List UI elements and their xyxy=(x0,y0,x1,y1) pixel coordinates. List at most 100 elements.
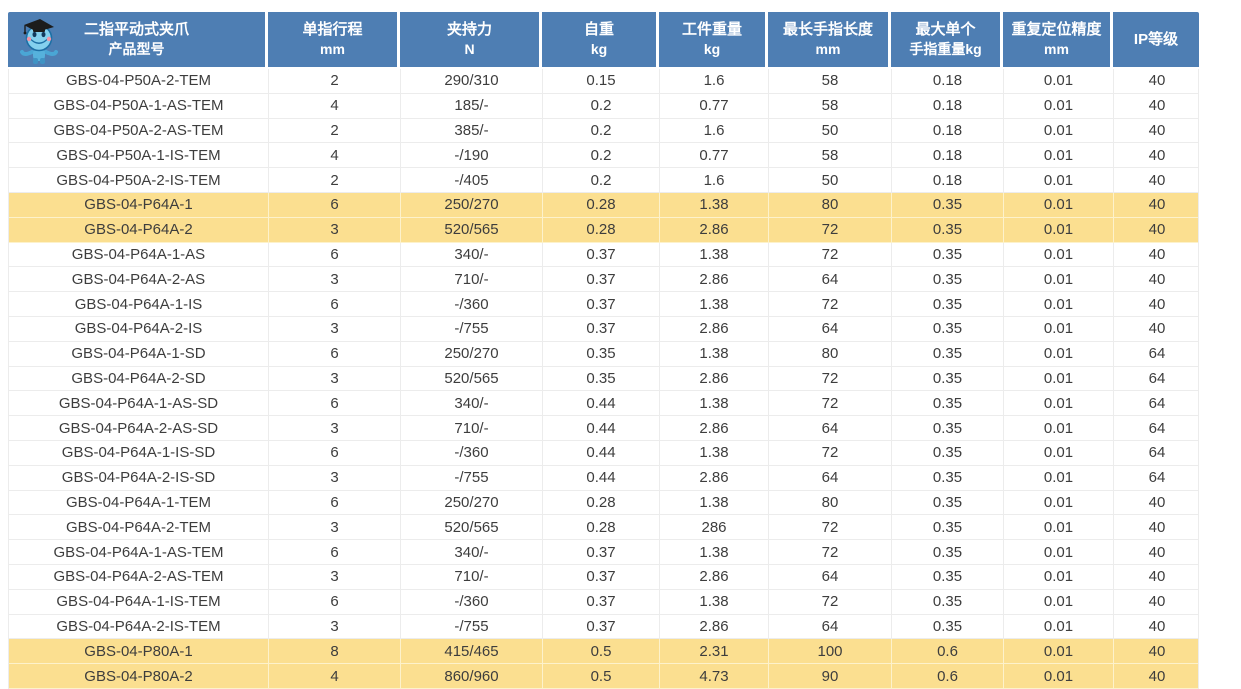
cell-max_finger_len_mm: 58 xyxy=(769,143,892,168)
table-row: GBS-04-P64A-1 6 250/270 0.28 1.38 80 0.35 0.01 4… xyxy=(9,192,1198,218)
cell-max_finger_weight_kg: 0.35 xyxy=(892,614,1004,639)
table-header-row: 二指平动式夹爪 产品型号 单指行程 mm 夹持力 N 自重 kg 工件重量 kg… xyxy=(8,12,1199,67)
cell-ip_rating: 40 xyxy=(1148,245,1166,263)
cell-self_weight_kg: 0.35 xyxy=(543,341,660,366)
cell-grip_force_N: -/190 xyxy=(401,143,543,168)
table-row: GBS-04-P50A-2-IS-TEM 2 -/405 0.2 1.6 50 0.18 0.… xyxy=(9,168,1198,193)
cell-grip_force_N: 520/565 xyxy=(401,217,543,242)
column-header-repeat-accuracy: 重复定位精度 mm xyxy=(1003,12,1113,67)
cell-self_weight_kg: 0.28 xyxy=(543,515,660,540)
cell-max_finger_weight_kg: 0.35 xyxy=(892,589,1004,614)
cell-grip_force_N: 250/270 xyxy=(401,490,543,515)
cell-grip_force_N: 385/- xyxy=(401,118,543,143)
cell-max_finger_weight_kg: 0.35 xyxy=(892,267,1004,292)
table-row: GBS-04-P64A-2-SD 3 520/565 0.35 2.86 72 0.35 0.… xyxy=(9,366,1198,392)
cell-ip_rating: 40 xyxy=(1148,320,1166,338)
cell-repeat_accuracy_mm: 0.01 xyxy=(1004,465,1114,490)
cell-self_weight_kg: 0.37 xyxy=(543,589,660,614)
cell-workpiece_kg: 1.38 xyxy=(660,540,769,564)
cell-ip_rating: 40 xyxy=(1148,221,1166,239)
table-row: GBS-04-P64A-2-AS-SD 3 710/- 0.44 2.86 64 0.35 0… xyxy=(9,416,1198,441)
cell-max_finger_weight_kg: 0.18 xyxy=(892,69,1004,93)
cell-stroke_mm: 6 xyxy=(269,589,401,614)
cell-max_finger_weight_kg: 0.6 xyxy=(892,664,1004,688)
cell-self_weight_kg: 0.37 xyxy=(543,564,660,589)
cell-stroke_mm: 3 xyxy=(269,416,401,440)
table-row: GBS-04-P50A-1-IS-TEM 4 -/190 0.2 0.77 58 0.18 0… xyxy=(9,143,1198,169)
cell-grip_force_N: 340/- xyxy=(401,540,543,564)
cell-workpiece_kg: 2.86 xyxy=(660,366,769,391)
cell-ip_rating: 40 xyxy=(1148,121,1166,139)
cell-ip_rating: 40 xyxy=(1148,97,1166,115)
cell-model: GBS-04-P64A-1 xyxy=(9,192,269,217)
column-header-max-finger-length: 最长手指长度 mm xyxy=(768,12,891,67)
cell-ip_rating: 64 xyxy=(1148,444,1166,462)
cell-stroke_mm: 3 xyxy=(269,267,401,292)
header-line2: 产品型号 xyxy=(108,41,165,58)
cell-model: GBS-04-P50A-2-IS-TEM xyxy=(9,168,269,192)
cell-max_finger_len_mm: 50 xyxy=(769,118,892,143)
cell-stroke_mm: 6 xyxy=(269,440,401,465)
cell-max_finger_len_mm: 72 xyxy=(769,589,892,614)
cell-ip_rating: 40 xyxy=(1148,295,1166,313)
table-row: GBS-04-P64A-2-AS 3 710/- 0.37 2.86 64 0.35 0.01… xyxy=(9,267,1198,293)
cell-stroke_mm: 3 xyxy=(269,366,401,391)
table-row: GBS-04-P64A-1-AS-TEM 6 340/- 0.37 1.38 72 0.35… xyxy=(9,540,1198,565)
table-row: GBS-04-P64A-2-IS 3 -/755 0.37 2.86 64 0.35 0.01… xyxy=(9,316,1198,342)
cell-max_finger_weight_kg: 0.18 xyxy=(892,168,1004,192)
cell-stroke_mm: 2 xyxy=(269,118,401,143)
cell-max_finger_len_mm: 80 xyxy=(769,490,892,515)
cell-workpiece_kg: 1.6 xyxy=(660,69,769,93)
cell-max_finger_len_mm: 64 xyxy=(769,267,892,292)
cell-repeat_accuracy_mm: 0.01 xyxy=(1004,589,1114,614)
cell-self_weight_kg: 0.5 xyxy=(543,664,660,688)
cell-max_finger_weight_kg: 0.6 xyxy=(892,639,1004,664)
cell-workpiece_kg: 2.86 xyxy=(660,217,769,242)
cell-ip_rating: 64 xyxy=(1148,394,1166,412)
cell-grip_force_N: 415/465 xyxy=(401,639,543,664)
cell-repeat_accuracy_mm: 0.01 xyxy=(1004,639,1114,664)
cell-repeat_accuracy_mm: 0.01 xyxy=(1004,93,1114,118)
cell-max_finger_len_mm: 64 xyxy=(769,465,892,490)
column-header-grip-force: 夹持力 N xyxy=(400,12,542,67)
column-header-workpiece-weight: 工件重量 kg xyxy=(659,12,768,67)
cell-max_finger_len_mm: 64 xyxy=(769,416,892,440)
cell-workpiece_kg: 1.38 xyxy=(660,192,769,217)
cell-ip_rating: 40 xyxy=(1148,493,1166,511)
cell-ip_rating: 40 xyxy=(1148,667,1166,685)
cell-grip_force_N: 710/- xyxy=(401,564,543,589)
cell-stroke_mm: 4 xyxy=(269,143,401,168)
table-row: GBS-04-P64A-1-TEM 6 250/270 0.28 1.38 80 0.35 0… xyxy=(9,490,1198,516)
cell-workpiece_kg: 2.86 xyxy=(660,316,769,341)
cell-stroke_mm: 2 xyxy=(269,168,401,192)
cell-stroke_mm: 4 xyxy=(269,93,401,118)
cell-repeat_accuracy_mm: 0.01 xyxy=(1004,440,1114,465)
cell-stroke_mm: 6 xyxy=(269,490,401,515)
cell-ip_rating: 40 xyxy=(1148,196,1166,214)
cell-max_finger_len_mm: 72 xyxy=(769,515,892,540)
cell-workpiece_kg: 0.77 xyxy=(660,93,769,118)
cell-ip_rating: 40 xyxy=(1148,593,1166,611)
cell-max_finger_len_mm: 64 xyxy=(769,614,892,639)
cell-max_finger_len_mm: 72 xyxy=(769,242,892,267)
cell-workpiece_kg: 2.86 xyxy=(660,465,769,490)
cell-self_weight_kg: 0.2 xyxy=(543,93,660,118)
table-row: GBS-04-P80A-2 4 860/960 0.5 4.73 90 0.6 0.01 40 xyxy=(9,664,1198,689)
table-row: GBS-04-P64A-1-IS-TEM 6 -/360 0.37 1.38 72 0.35… xyxy=(9,589,1198,615)
cell-ip_rating: 40 xyxy=(1148,518,1166,536)
cell-repeat_accuracy_mm: 0.01 xyxy=(1004,391,1114,416)
cell-repeat_accuracy_mm: 0.01 xyxy=(1004,416,1114,440)
column-header-ip-rating: IP等级 xyxy=(1113,12,1199,67)
cell-max_finger_weight_kg: 0.35 xyxy=(892,217,1004,242)
cell-repeat_accuracy_mm: 0.01 xyxy=(1004,192,1114,217)
table-row: GBS-04-P64A-2-TEM 3 520/565 0.28 286 72 0.35 0.… xyxy=(9,515,1198,541)
table-row: GBS-04-P64A-1-IS-SD 6 -/360 0.44 1.38 72 0.35 0… xyxy=(9,440,1198,466)
cell-max_finger_len_mm: 80 xyxy=(769,341,892,366)
column-header-stroke: 单指行程 mm xyxy=(268,12,400,67)
cell-workpiece_kg: 1.38 xyxy=(660,440,769,465)
cell-repeat_accuracy_mm: 0.01 xyxy=(1004,490,1114,515)
cell-model: GBS-04-P64A-1-TEM xyxy=(9,490,269,515)
cell-max_finger_weight_kg: 0.35 xyxy=(892,416,1004,440)
cell-workpiece_kg: 1.38 xyxy=(660,391,769,416)
cell-max_finger_len_mm: 80 xyxy=(769,192,892,217)
